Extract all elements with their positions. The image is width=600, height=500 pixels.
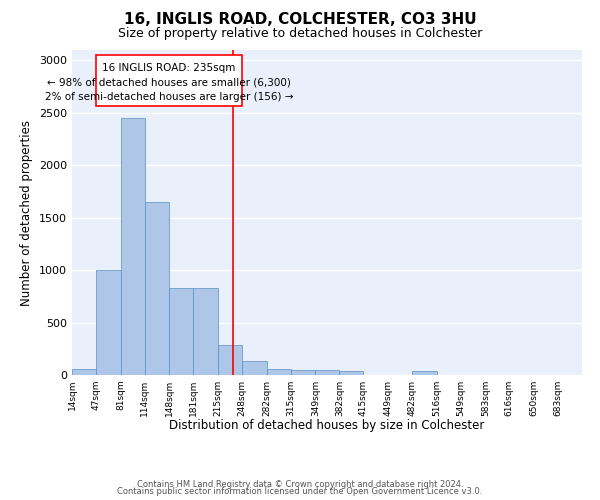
Y-axis label: Number of detached properties: Number of detached properties — [20, 120, 34, 306]
Bar — [242, 362, 267, 375]
Bar — [96, 270, 121, 375]
Bar — [412, 372, 437, 375]
Text: 2% of semi-detached houses are larger (156) →: 2% of semi-detached houses are larger (1… — [45, 92, 293, 102]
Bar — [193, 288, 218, 375]
X-axis label: Distribution of detached houses by size in Colchester: Distribution of detached houses by size … — [169, 419, 485, 432]
Text: 16 INGLIS ROAD: 235sqm: 16 INGLIS ROAD: 235sqm — [102, 63, 236, 73]
Text: Contains public sector information licensed under the Open Government Licence v3: Contains public sector information licen… — [118, 487, 482, 496]
Bar — [267, 369, 290, 375]
FancyBboxPatch shape — [96, 54, 242, 106]
Bar — [169, 288, 193, 375]
Bar — [290, 370, 316, 375]
Bar — [72, 369, 96, 375]
Text: 16, INGLIS ROAD, COLCHESTER, CO3 3HU: 16, INGLIS ROAD, COLCHESTER, CO3 3HU — [124, 12, 476, 28]
Text: Contains HM Land Registry data © Crown copyright and database right 2024.: Contains HM Land Registry data © Crown c… — [137, 480, 463, 489]
Bar — [340, 371, 364, 375]
Text: ← 98% of detached houses are smaller (6,300): ← 98% of detached houses are smaller (6,… — [47, 78, 291, 88]
Bar — [145, 202, 169, 375]
Bar — [316, 370, 340, 375]
Bar — [121, 118, 145, 375]
Bar — [218, 345, 242, 375]
Text: Size of property relative to detached houses in Colchester: Size of property relative to detached ho… — [118, 28, 482, 40]
